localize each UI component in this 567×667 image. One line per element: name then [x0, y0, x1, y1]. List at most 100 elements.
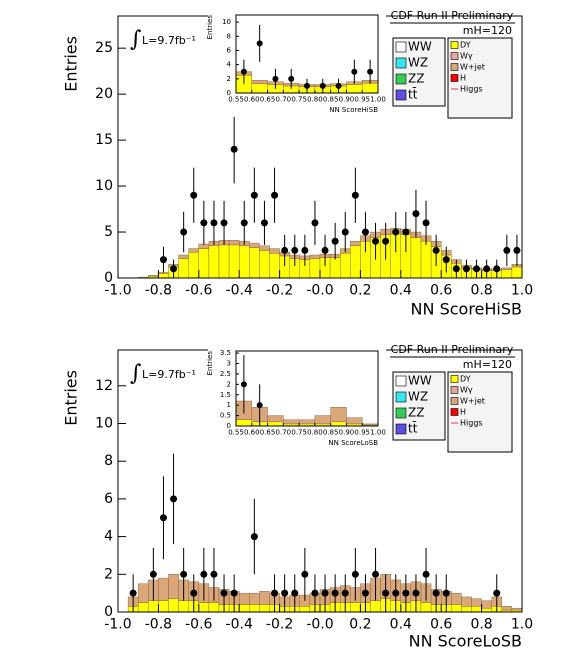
y-axis-label: Entries [206, 351, 214, 376]
bin-segment [137, 583, 149, 603]
data-point [442, 256, 450, 264]
y-axis-label: Entries [62, 370, 81, 426]
bin-segment [168, 598, 179, 613]
x-tick-label: 0.4 [390, 617, 412, 633]
bin-segment [481, 600, 492, 609]
legend-swatch [395, 391, 407, 403]
data-point [341, 228, 349, 236]
frame [235, 350, 379, 427]
legend-swatch [395, 41, 407, 53]
x-tick-label: -0.6 [185, 283, 212, 299]
data-point [240, 219, 248, 227]
x-tick-label: 0.60 [244, 95, 260, 103]
data-point [372, 570, 380, 578]
y-tick-label: 4 [227, 61, 232, 69]
data-point [493, 589, 501, 597]
data-point [321, 246, 329, 254]
bin-segment [238, 592, 250, 605]
data-point [200, 570, 208, 578]
data-point [402, 589, 410, 597]
x-tick-label: 0.4 [390, 283, 412, 299]
bin-segment [309, 254, 321, 259]
bin-segment [158, 272, 169, 274]
data-point [291, 246, 299, 254]
data-point [351, 570, 359, 578]
data-point [281, 246, 289, 254]
legend-swatch [450, 52, 459, 60]
bin-segment [238, 604, 250, 613]
y-tick-label: 2 [104, 566, 113, 582]
bin-segment [501, 269, 513, 279]
bin-segment [511, 266, 523, 279]
y-tick-label: 0 [104, 270, 113, 286]
legend-label: tt̄ [408, 87, 418, 101]
y-tick-label: 8 [104, 453, 113, 469]
data-point [159, 514, 167, 522]
bin-segment [218, 244, 230, 279]
bin-segment [158, 600, 169, 613]
x-tick-label: 1.00 [370, 95, 386, 103]
luminosity: L=9.7fb⁻¹ [142, 34, 196, 47]
legend-label: WZ [408, 56, 428, 70]
legend-swatch [395, 375, 407, 387]
bin-segment [350, 241, 361, 247]
x-tick-label: 0.65 [260, 428, 276, 436]
bin-segment [471, 606, 482, 613]
data-point [367, 68, 374, 75]
data-point [250, 533, 258, 541]
bin-segment [249, 247, 260, 279]
x-tick-label: 0.80 [307, 95, 323, 103]
data-point [382, 237, 390, 245]
x-tick-label: 0.6 [430, 617, 452, 633]
data-point [361, 589, 369, 597]
x-tick-label: 1.0 [511, 617, 533, 633]
x-tick-label: -0.8 [145, 283, 172, 299]
bin-segment [251, 83, 268, 94]
data-point [462, 265, 470, 273]
bin-segment [168, 574, 179, 600]
x-tick-label: 0.2 [349, 617, 371, 633]
bin-segment [501, 267, 513, 270]
data-point [331, 589, 339, 597]
y-tick-label: 0 [227, 89, 231, 97]
x-tick-label: 0.55 [228, 428, 244, 436]
x-tick-label: 0.65 [260, 95, 276, 103]
plot: 0.55 0.60 0.65 0.70 0.75 0.80 0.85 0.90 0.95 1.00… [206, 345, 386, 450]
data-point [321, 589, 329, 597]
data-point [250, 191, 258, 199]
plot: 0.55 0.60 0.65 0.70 0.75 0.80 0.85 0.90 0.95 1.00… [206, 9, 386, 117]
data-point [335, 82, 342, 89]
y-tick-label: 6 [104, 491, 113, 507]
bin-segment [362, 423, 379, 426]
x-tick-label: 0.70 [276, 428, 292, 436]
bin-segment [137, 602, 149, 613]
bin-segment [451, 592, 462, 605]
legend-label: WW [408, 40, 432, 54]
data-point [220, 589, 228, 597]
integral-sign: ∫ [130, 27, 142, 52]
y-tick-label: 0 [104, 604, 113, 620]
bin-segment [249, 242, 260, 248]
bin-segment [340, 252, 351, 279]
plot: -1.0 -0.8 -0.6 -0.4 -0.2 -0.0 0.2 0.4 0.6 0.8 1.00… [62, 343, 534, 651]
bin-segment [267, 421, 284, 427]
bin-segment [451, 604, 462, 613]
bin-segment [267, 415, 284, 423]
bin-segment [208, 602, 220, 613]
bin-segment [208, 245, 220, 279]
data-point [271, 589, 279, 597]
legend-label: W+jet [460, 397, 485, 406]
bin-segment [410, 237, 422, 279]
legend-swatch [450, 397, 459, 405]
inset-background [208, 9, 386, 117]
bin-segment [259, 604, 270, 613]
y-tick-label: 8 [227, 32, 231, 40]
x-tick-label: 0.8 [470, 617, 492, 633]
legend-label: ZZ [408, 406, 424, 420]
y-tick-label: 1.5 [220, 391, 231, 399]
legend-swatch [450, 41, 459, 49]
y-tick-label: 3.5 [220, 349, 231, 357]
inset-background [208, 345, 386, 450]
legend-swatch [395, 73, 407, 85]
